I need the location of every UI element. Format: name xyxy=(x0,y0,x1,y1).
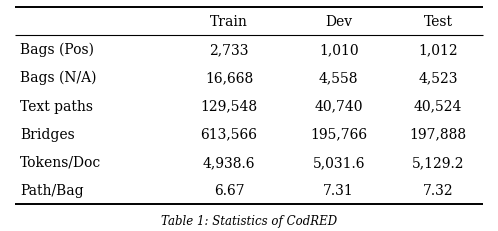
Text: Path/Bag: Path/Bag xyxy=(20,183,84,197)
Text: 6.67: 6.67 xyxy=(214,183,245,197)
Text: 7.32: 7.32 xyxy=(423,183,454,197)
Text: 197,888: 197,888 xyxy=(410,127,467,141)
Text: 4,523: 4,523 xyxy=(418,71,458,85)
Text: 4,938.6: 4,938.6 xyxy=(203,155,255,169)
Text: 40,524: 40,524 xyxy=(414,99,463,113)
Text: Test: Test xyxy=(424,15,453,29)
Text: Table 1: Statistics of CodRED: Table 1: Statistics of CodRED xyxy=(161,214,337,227)
Text: Bags (Pos): Bags (Pos) xyxy=(20,43,94,57)
Text: 4,558: 4,558 xyxy=(319,71,359,85)
Text: 16,668: 16,668 xyxy=(205,71,253,85)
Text: 5,031.6: 5,031.6 xyxy=(312,155,365,169)
Text: 5,129.2: 5,129.2 xyxy=(412,155,465,169)
Text: 195,766: 195,766 xyxy=(310,127,367,141)
Text: 1,010: 1,010 xyxy=(319,43,359,57)
Text: Bridges: Bridges xyxy=(20,127,75,141)
Text: Bags (N/A): Bags (N/A) xyxy=(20,71,97,85)
Text: 40,740: 40,740 xyxy=(314,99,363,113)
Text: Dev: Dev xyxy=(325,15,352,29)
Text: 1,012: 1,012 xyxy=(418,43,458,57)
Text: Text paths: Text paths xyxy=(20,99,93,113)
Text: 613,566: 613,566 xyxy=(201,127,257,141)
Text: Tokens/Doc: Tokens/Doc xyxy=(20,155,101,169)
Text: 7.31: 7.31 xyxy=(323,183,354,197)
Text: 2,733: 2,733 xyxy=(209,43,249,57)
Text: Train: Train xyxy=(210,15,248,29)
Text: 129,548: 129,548 xyxy=(201,99,257,113)
